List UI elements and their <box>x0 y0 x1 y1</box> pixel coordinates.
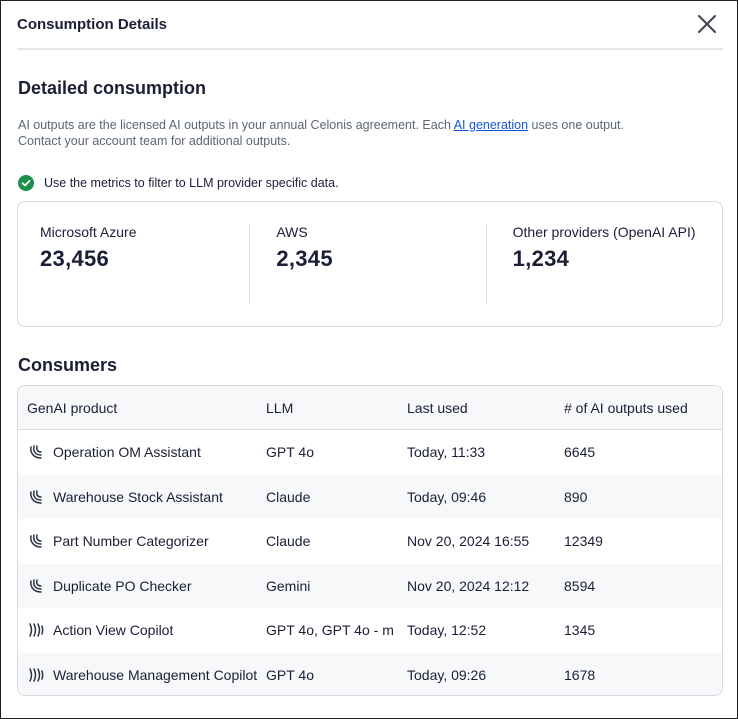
cell-llm: Claude <box>266 533 311 550</box>
table-body: Operation OM Assistant GPT 4o Today, 11:33… <box>18 430 722 695</box>
cell-outputs: 1678 <box>564 666 596 683</box>
header-divider <box>17 48 723 50</box>
cell-last-used: Today, 11:33 <box>407 444 486 461</box>
metrics-panel: Microsoft Azure 23,456 AWS 2,345 Other p… <box>17 201 723 327</box>
close-icon <box>698 15 716 33</box>
metric-value: 2,345 <box>276 246 333 271</box>
cell-llm: GPT 4o <box>266 666 314 683</box>
description-text-end: uses one output. <box>528 118 624 132</box>
cell-outputs: 890 <box>564 488 588 505</box>
table-header: GenAI product LLM Last used # of AI outp… <box>18 386 722 430</box>
cell-product: Action View Copilot <box>18 621 266 639</box>
info-text: Use the metrics to filter to LLM provide… <box>44 176 339 190</box>
table-row[interactable]: Warehouse Stock Assistant Claude Today, 09… <box>18 474 722 519</box>
assistant-icon <box>27 577 45 595</box>
close-button[interactable] <box>693 10 721 38</box>
cell-outputs: 1345 <box>564 622 596 639</box>
modal-title: Consumption Details <box>17 15 168 33</box>
column-header-last-used[interactable]: Last used <box>407 399 468 416</box>
product-name: Part Number Categorizer <box>53 533 209 550</box>
modal-header: Consumption Details <box>1 1 737 47</box>
assistant-icon <box>27 532 45 550</box>
product-name: Operation OM Assistant <box>53 444 201 461</box>
metric-aws[interactable]: AWS 2,345 <box>249 202 485 326</box>
table-row[interactable]: Action View Copilot GPT 4o, GPT 4o - m Tod… <box>18 608 722 653</box>
assistant-icon <box>27 488 45 506</box>
table-row[interactable]: Duplicate PO Checker Gemini Nov 20, 2024 1… <box>18 563 722 608</box>
consumers-table: GenAI product LLM Last used # of AI outp… <box>17 385 723 696</box>
assistant-icon <box>27 443 45 461</box>
cell-product: Duplicate PO Checker <box>18 577 266 595</box>
table-row[interactable]: Operation OM Assistant GPT 4o Today, 11:33… <box>18 430 722 475</box>
ai-generation-link[interactable]: AI generation <box>453 118 529 132</box>
metric-value: 1,234 <box>512 246 570 271</box>
metric-label: Microsoft Azure <box>40 224 137 240</box>
cell-last-used: Nov 20, 2024 16:55 <box>407 533 530 550</box>
cell-outputs: 6645 <box>564 444 596 461</box>
product-name: Warehouse Management Copilot <box>53 666 258 683</box>
info-message: Use the metrics to filter to LLM provide… <box>18 175 339 191</box>
section-title: Detailed consumption <box>18 78 207 98</box>
description-line-2: Contact your account team for additional… <box>18 134 291 148</box>
product-name: Action View Copilot <box>53 622 174 639</box>
column-header-outputs[interactable]: # of AI outputs used <box>564 399 688 416</box>
product-name: Duplicate PO Checker <box>53 577 192 594</box>
description: AI outputs are the licensed AI outputs i… <box>18 117 708 149</box>
cell-llm: GPT 4o, GPT 4o - m <box>266 622 394 639</box>
metric-microsoft-azure[interactable]: Microsoft Azure 23,456 <box>18 202 249 326</box>
copilot-icon <box>27 666 45 684</box>
cell-product: Warehouse Stock Assistant <box>18 488 266 506</box>
cell-last-used: Today, 09:26 <box>407 666 487 683</box>
cell-outputs: 12349 <box>564 533 603 550</box>
metric-label: Other providers (OpenAI API) <box>512 224 696 240</box>
column-header-llm[interactable]: LLM <box>266 399 294 416</box>
cell-last-used: Today, 12:52 <box>407 622 487 639</box>
check-circle-icon <box>18 175 34 191</box>
cell-product: Part Number Categorizer <box>18 532 266 550</box>
metric-label: AWS <box>276 224 308 240</box>
cell-last-used: Nov 20, 2024 12:12 <box>407 577 530 594</box>
column-header-product[interactable]: GenAI product <box>27 399 118 416</box>
cell-product: Warehouse Management Copilot <box>18 666 266 684</box>
product-name: Warehouse Stock Assistant <box>53 488 223 505</box>
consumers-title: Consumers <box>18 355 118 375</box>
cell-product: Operation OM Assistant <box>18 443 266 461</box>
metric-value: 23,456 <box>40 246 110 271</box>
cell-last-used: Today, 09:46 <box>407 488 487 505</box>
cell-outputs: 8594 <box>564 577 596 594</box>
table-row[interactable]: Part Number Categorizer Claude Nov 20, 202… <box>18 519 722 564</box>
cell-llm: Gemini <box>266 577 311 594</box>
cell-llm: GPT 4o <box>266 444 314 461</box>
description-text: AI outputs are the licensed AI outputs i… <box>18 118 454 132</box>
table-row[interactable]: Warehouse Management Copilot GPT 4o Today,… <box>18 652 722 695</box>
metric-other-providers[interactable]: Other providers (OpenAI API) 1,234 <box>485 202 722 326</box>
cell-llm: Claude <box>266 488 311 505</box>
copilot-icon <box>27 621 45 639</box>
